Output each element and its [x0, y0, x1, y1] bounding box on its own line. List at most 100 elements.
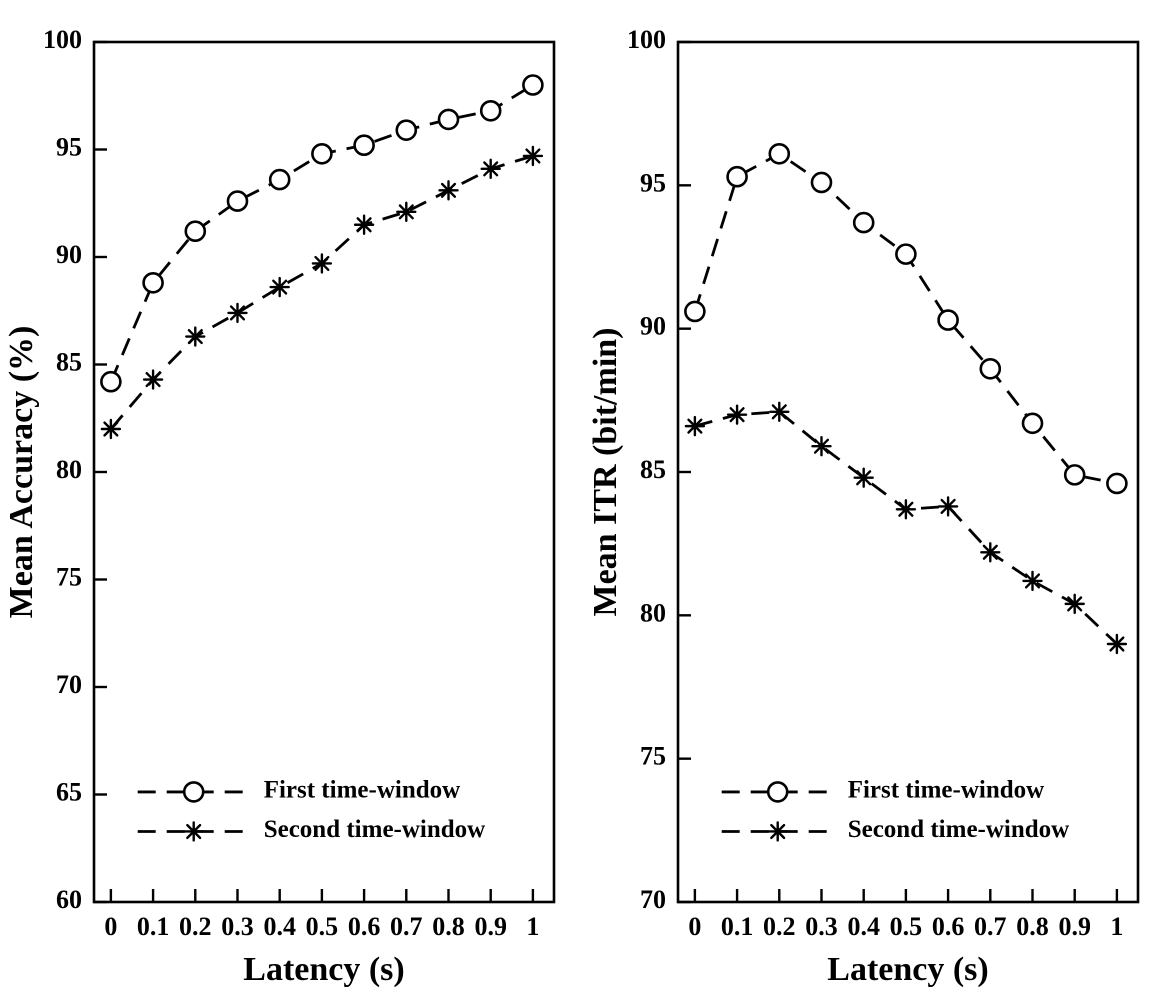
- circle-marker: [979, 357, 1002, 380]
- circle-marker: [395, 119, 418, 141]
- circle-marker: [810, 171, 833, 194]
- circle-marker: [353, 134, 375, 156]
- asterisk-marker: [1106, 633, 1128, 655]
- series-markers-circle: [100, 74, 544, 393]
- mean-accuracy-chart: 60 65 70 75 80 85 90 95 100 0 0.1 0.2 0.3 0.4 0.5 0.6 0.…: [0, 0, 584, 1002]
- x-axis-label: Latency (s): [243, 951, 404, 988]
- asterisk-marker: [438, 180, 459, 201]
- x-tick-label: 1: [1110, 912, 1123, 941]
- x-tick-label: 0: [688, 912, 701, 941]
- circle-marker: [100, 370, 122, 393]
- circle-marker: [684, 300, 706, 323]
- asterisk-marker: [396, 201, 417, 223]
- x-axis-label: Latency (s): [827, 951, 988, 988]
- x-tick-label: 0.9: [474, 912, 507, 941]
- x-tick-label: 0.7: [974, 912, 1007, 941]
- circle-marker: [226, 190, 249, 212]
- circle-marker: [937, 309, 959, 331]
- y-tick-label: 100: [627, 25, 666, 54]
- itr-plot-svg: 70 75 80 85 90 95 100 0 0.1 0.2 0.3 0.4 0.5 0.6 0.7 0.8…: [587, 25, 1140, 988]
- asterisk-marker: [353, 214, 375, 235]
- circle-marker: [311, 143, 333, 165]
- y-tick-label: 80: [56, 455, 82, 484]
- asterisk-marker: [769, 401, 790, 422]
- y-tick-label: 95: [56, 132, 82, 161]
- y-tick-label: 80: [640, 598, 666, 627]
- circle-marker: [1021, 412, 1044, 435]
- legend-label: First time-window: [848, 777, 1044, 804]
- asterisk-marker: [980, 542, 1001, 563]
- asterisk-marker: [269, 276, 290, 298]
- y-tick-label: 85: [56, 347, 82, 376]
- y-tick-label: 90: [640, 312, 666, 341]
- circle-marker: [1063, 464, 1086, 486]
- asterisk-marker: [142, 369, 164, 390]
- legend: First time-window Second time-window: [721, 777, 1070, 843]
- legend: First time-window Second time-window: [137, 777, 486, 843]
- asterisk-marker: [684, 415, 706, 437]
- x-tick-label: 0.6: [932, 912, 965, 941]
- axes-box: [92, 40, 556, 904]
- asterisk-marker: [726, 404, 748, 425]
- series-line-circle: [109, 83, 534, 383]
- circle-marker: [1106, 472, 1128, 495]
- x-tick-label: 0.1: [137, 912, 170, 941]
- asterisk-marker: [311, 253, 333, 274]
- legend-label: First time-window: [264, 777, 461, 804]
- legend-label: Second time-window: [848, 816, 1070, 843]
- x-tick-label: 0.1: [721, 912, 754, 941]
- circle-marker: [726, 165, 748, 188]
- x-tick-label: 0.2: [763, 912, 796, 941]
- x-tick-label: 1: [526, 912, 539, 941]
- x-tick-label: 0.8: [1016, 912, 1048, 941]
- x-tick-label: 0.4: [847, 912, 880, 941]
- asterisk-marker: [227, 302, 248, 324]
- series-line-asterisk: [694, 410, 1118, 646]
- y-tick-label: 75: [56, 562, 82, 591]
- x-tick-label: 0.6: [348, 912, 381, 941]
- circle-marker: [182, 781, 205, 803]
- y-tick-label: 85: [640, 455, 666, 484]
- x-tick-label: 0.5: [306, 912, 339, 941]
- circle-marker: [437, 108, 460, 131]
- circle-marker: [479, 100, 502, 122]
- x-tick-label: 0.4: [263, 912, 296, 941]
- asterisk-marker: [895, 499, 917, 520]
- asterisk-marker: [480, 158, 501, 180]
- asterisk-marker: [937, 496, 959, 517]
- circle-marker: [895, 243, 917, 265]
- y-tick-label: 70: [640, 885, 666, 914]
- circle-marker: [142, 271, 164, 294]
- series-line-asterisk: [109, 154, 534, 430]
- x-tick-label: 0.7: [390, 912, 423, 941]
- asterisk-marker: [767, 821, 788, 842]
- x-tick-label: 0.9: [1058, 912, 1091, 941]
- asterisk-marker: [853, 467, 874, 488]
- x-tick-label: 0.5: [890, 912, 923, 941]
- asterisk-marker: [183, 821, 204, 842]
- asterisk-marker: [522, 145, 544, 167]
- y-tick-label: 100: [43, 25, 82, 54]
- series-markers-circle: [684, 143, 1128, 495]
- series-line-circle: [693, 152, 1118, 485]
- x-tick-label: 0: [104, 912, 117, 941]
- legend-label: Second time-window: [264, 816, 486, 843]
- y-axis-label: Mean ITR (bit/min): [587, 328, 624, 617]
- y-tick-label: 95: [640, 168, 666, 197]
- y-tick-label: 70: [56, 670, 82, 699]
- y-tick-label: 75: [640, 742, 666, 771]
- x-tick-label: 0.2: [179, 912, 212, 941]
- asterisk-marker: [185, 326, 206, 347]
- circle-marker: [184, 220, 207, 242]
- circle-marker: [852, 211, 875, 234]
- x-tick-label: 0.3: [805, 912, 838, 941]
- y-tick-label: 65: [56, 777, 82, 806]
- asterisk-marker: [811, 436, 832, 457]
- circle-marker: [268, 168, 291, 191]
- series-markers-asterisk: [100, 145, 544, 440]
- series-markers-asterisk: [684, 401, 1128, 655]
- asterisk-marker: [1022, 570, 1043, 592]
- asterisk-marker: [1064, 593, 1085, 615]
- y-tick-label: 90: [56, 240, 82, 269]
